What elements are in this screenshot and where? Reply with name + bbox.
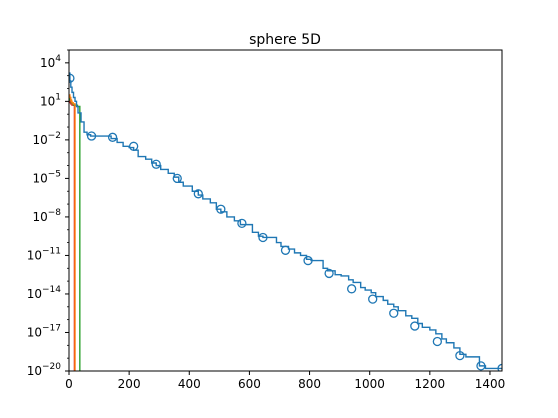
data-marker <box>237 218 247 228</box>
data-marker <box>455 350 465 361</box>
plot-frame <box>68 49 503 372</box>
data-marker <box>280 245 291 255</box>
data-marker <box>107 132 118 142</box>
data-marker <box>258 232 268 243</box>
y-tick-label: 10−14 <box>27 285 62 301</box>
data-marker <box>368 294 378 304</box>
series-line-0 <box>69 72 502 370</box>
series-line-3 <box>69 98 76 371</box>
x-tick-label: 1200 <box>415 377 446 391</box>
y-tick-label: 10−20 <box>27 362 62 378</box>
data-marker <box>303 255 313 266</box>
y-tick-label: 10−5 <box>32 169 61 185</box>
y-tick-label: 10−8 <box>32 208 61 224</box>
x-tick-label: 1000 <box>354 377 385 391</box>
y-tick-label: 104 <box>40 54 61 70</box>
data-marker <box>151 159 161 169</box>
data-marker <box>476 361 486 371</box>
data-marker <box>86 131 97 141</box>
x-tick-label: 400 <box>178 377 201 391</box>
y-tick-label: 10−17 <box>27 323 61 339</box>
y-tick-label: 101 <box>40 92 61 108</box>
data-marker <box>69 73 75 83</box>
y-tick-label: 10−11 <box>27 246 61 262</box>
chart-title: sphere 5D <box>249 32 321 48</box>
data-marker <box>128 141 139 151</box>
data-marker <box>193 189 203 199</box>
plot-area <box>69 72 502 371</box>
x-axis: 0 200 400 600 800 1000 1200 1400 <box>65 371 505 391</box>
data-marker <box>410 321 420 331</box>
data-marker <box>347 284 357 294</box>
y-tick-label: 10−2 <box>32 131 61 147</box>
x-tick-label: 1400 <box>475 377 506 391</box>
x-tick-label: 600 <box>238 377 261 391</box>
data-marker <box>432 336 443 347</box>
data-marker <box>172 173 182 184</box>
x-tick-label: 200 <box>118 377 141 391</box>
data-marker <box>324 268 334 279</box>
data-marker <box>497 363 502 371</box>
series-line-1 <box>69 94 76 371</box>
x-tick-label: 0 <box>65 377 73 391</box>
y-axis: 104 101 10−2 10−5 10−8 10−11 10−14 10−17 10−20 <box>27 49 69 378</box>
x-tick-label: 800 <box>298 377 321 391</box>
data-marker <box>389 308 399 318</box>
data-marker <box>216 204 226 214</box>
